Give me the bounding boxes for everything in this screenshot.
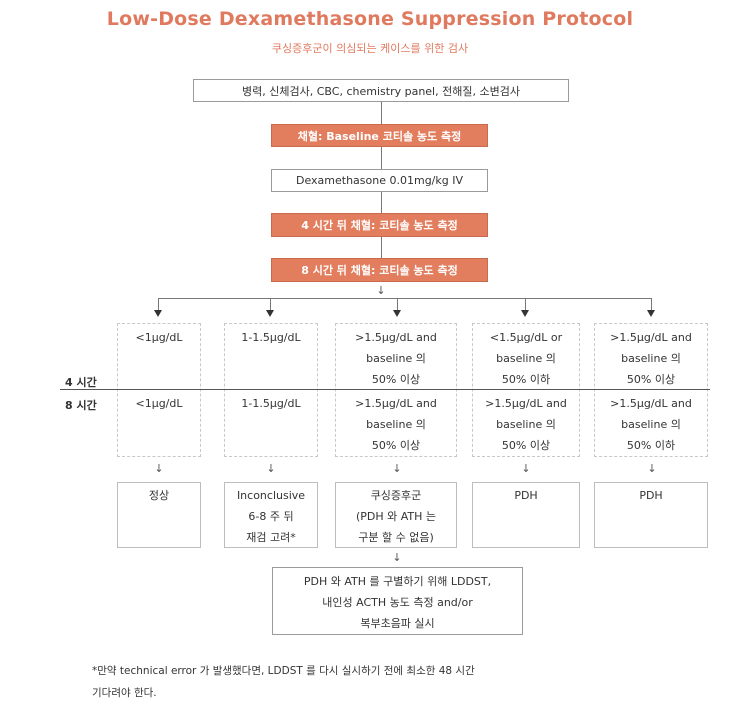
down-arrow-icon: ↓ (392, 462, 402, 475)
row-divider (60, 389, 710, 390)
cell-8h-col5: >1.5μg/dL and baseline 의 50% 이하 (610, 397, 692, 452)
result-column (117, 323, 201, 457)
result-normal: 정상 (117, 482, 201, 548)
down-arrow-icon: ↓ (521, 462, 531, 475)
arrowhead-icon (266, 310, 274, 317)
arrowhead-icon (393, 310, 401, 317)
footnote-line2: 기다려야 한다. (92, 687, 157, 699)
result-pdh: PDH (594, 482, 708, 548)
connector-line (381, 192, 382, 213)
cell-4h-col2: 1-1.5μg/dL (241, 331, 301, 344)
cell-8h-col4: >1.5μg/dL and baseline 의 50% 이상 (485, 397, 567, 452)
cell-4h-col3: >1.5μg/dL and baseline 의 50% 이상 (355, 331, 437, 386)
connector-line (381, 147, 382, 169)
row-label-4h: 4 시간 (65, 376, 97, 389)
exam-box: 병력, 신체검사, CBC, chemistry panel, 전해질, 소변검… (193, 79, 569, 102)
arrowhead-icon (647, 310, 655, 317)
down-arrow-icon: ↓ (647, 462, 657, 475)
baseline-box: 채혈: Baseline 코티솔 농도 측정 (271, 124, 488, 147)
result-pdh: PDH (472, 482, 580, 548)
cell-4h-col4: <1.5μg/dL or baseline 의 50% 이하 (489, 331, 563, 386)
branch-drop (525, 298, 526, 311)
result-column (594, 323, 708, 457)
down-arrow-icon: ↓ (154, 462, 164, 475)
final-step-box: PDH 와 ATH 를 구별하기 위해 LDDST, 내인성 ACTH 농도 측… (272, 567, 523, 635)
down-arrow-icon: ↓ (392, 551, 402, 564)
hour4-box: 4 시간 뒤 채혈: 코티솔 농도 측정 (271, 213, 488, 237)
hour8-box: 8 시간 뒤 채혈: 코티솔 농도 측정 (271, 258, 488, 282)
branch-drop (270, 298, 271, 311)
cell-4h-col5: >1.5μg/dL and baseline 의 50% 이상 (610, 331, 692, 386)
cell-8h-col2: 1-1.5μg/dL (241, 397, 301, 410)
row-label-8h: 8 시간 (65, 399, 97, 412)
branch-drop (158, 298, 159, 311)
branch-drop (397, 298, 398, 311)
arrowhead-icon (521, 310, 529, 317)
page-subtitle: 쿠싱증후군이 의심되는 케이스를 위한 검사 (271, 42, 469, 55)
cell-8h-col3: >1.5μg/dL and baseline 의 50% 이상 (355, 397, 437, 452)
cell-4h-col1: <1μg/dL (135, 331, 183, 344)
down-arrow-icon: ↓ (266, 462, 276, 475)
connector-line (381, 237, 382, 258)
cell-8h-col1: <1μg/dL (135, 397, 183, 410)
down-arrow-icon: ↓ (376, 284, 386, 297)
dexamethasone-box: Dexamethasone 0.01mg/kg IV (271, 169, 488, 192)
result-column (472, 323, 580, 457)
connector-line (381, 102, 382, 124)
footnote-line1: *만약 technical error 가 발생했다면, LDDST 를 다시 … (92, 665, 475, 677)
arrowhead-icon (154, 310, 162, 317)
result-column (335, 323, 457, 457)
page-title: Low-Dose Dexamethasone Suppression Proto… (106, 8, 634, 30)
result-column (224, 323, 318, 457)
branch-drop (651, 298, 652, 311)
result-inconclusive: Inconclusive 6-8 주 뒤 재검 고려* (224, 482, 318, 548)
branch-line (158, 298, 651, 299)
result-cushing: 쿠싱증후군 (PDH 와 ATH 는 구분 할 수 없음) (335, 482, 457, 548)
